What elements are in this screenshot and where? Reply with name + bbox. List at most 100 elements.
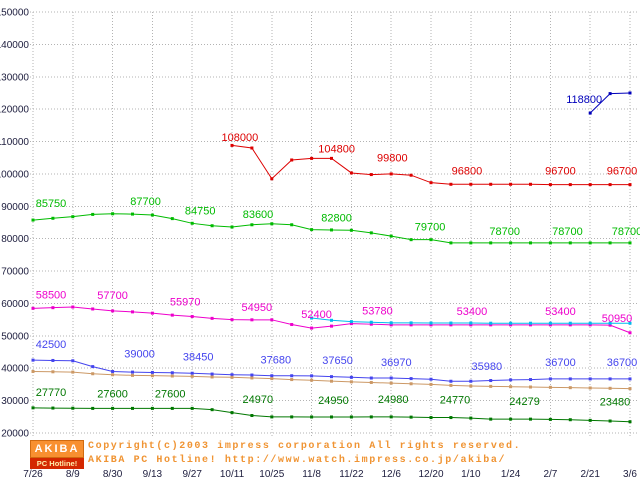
- data-point-label: 53780: [362, 306, 393, 318]
- series-blue-marker: [51, 358, 55, 362]
- series-magenta-marker: [489, 323, 493, 327]
- series-magenta-marker: [449, 323, 453, 327]
- x-tick-label: 10/25: [259, 469, 284, 480]
- series-magenta-marker: [409, 323, 413, 327]
- series-blue-marker: [548, 377, 552, 381]
- series-green-marker: [310, 228, 314, 232]
- series-cyan-marker: [489, 321, 493, 325]
- series-red-marker: [230, 143, 234, 147]
- data-point-label: 57700: [97, 290, 128, 302]
- series-tan-marker: [489, 384, 493, 388]
- series-magenta-marker: [588, 323, 592, 327]
- series-cyan-marker: [449, 321, 453, 325]
- series-tan-marker: [310, 378, 314, 382]
- data-point-label: 27600: [97, 388, 128, 400]
- series-green-marker: [449, 241, 453, 245]
- series-red-marker: [330, 156, 333, 160]
- series-red-marker: [270, 177, 274, 181]
- series-magenta-marker: [91, 307, 95, 311]
- series-magenta-marker: [568, 323, 572, 327]
- data-point-label: 78700: [489, 226, 520, 238]
- copyright-line-1: Copyright(c)2003 impress corporation All…: [88, 441, 522, 452]
- series-darkgreen-marker: [568, 418, 572, 422]
- series-darkgreen-marker: [190, 406, 194, 410]
- series-blue-marker: [111, 369, 115, 373]
- series-red: [230, 143, 632, 187]
- data-point-label: 35980: [472, 361, 503, 373]
- data-point-label: 78700: [612, 226, 640, 238]
- data-point-label: 96700: [545, 166, 576, 178]
- logo-akiba-text: AKIBA: [30, 440, 84, 458]
- y-axis-labels: 20000 30000 40000 50000 60000 70000 80000 90000…: [0, 8, 29, 440]
- data-point-label: 83600: [243, 209, 274, 221]
- series-magenta-marker: [429, 323, 433, 327]
- series-red-marker: [509, 182, 513, 186]
- series-magenta-marker: [71, 305, 75, 309]
- data-point-label: 79700: [415, 222, 446, 234]
- series-darkgreen-marker: [51, 406, 55, 410]
- series-cyan-marker: [310, 316, 314, 320]
- series-red-marker: [310, 156, 314, 160]
- series-cyan-marker: [568, 321, 572, 325]
- series-red-marker: [389, 172, 393, 176]
- series-cyan-marker: [369, 320, 373, 324]
- series-cyan-marker: [409, 321, 413, 325]
- data-point-label: 84750: [185, 205, 216, 217]
- y-tick-label: 100000: [0, 169, 29, 180]
- series-blue-marker: [230, 373, 234, 377]
- series-tan-marker: [190, 374, 194, 378]
- series-tan-marker: [330, 379, 333, 383]
- series-magenta-marker: [111, 309, 115, 313]
- y-tick-label: 50000: [1, 331, 29, 342]
- data-point-label: 36700: [545, 357, 576, 369]
- series-darkgreen-marker: [230, 411, 234, 415]
- series-red-marker: [369, 173, 373, 177]
- series-green-marker: [31, 218, 35, 222]
- series-blue-marker: [409, 377, 413, 381]
- data-point-label: 24770: [440, 395, 471, 407]
- series-red-marker: [349, 171, 353, 175]
- series-green-marker: [409, 238, 413, 242]
- series-blue-marker: [290, 374, 294, 378]
- series-blue-marker: [310, 374, 314, 378]
- data-point-label: 42500: [36, 339, 67, 351]
- series-red-marker: [529, 182, 532, 186]
- series-darkgreen-marker: [369, 415, 373, 419]
- series-tan-marker: [270, 377, 274, 381]
- series-green-marker: [270, 222, 274, 226]
- series-green-marker: [469, 241, 473, 245]
- series-tan-marker: [31, 369, 35, 373]
- y-tick-label: 90000: [1, 202, 29, 213]
- copyright-block: Copyright(c)2003 impress corporation All…: [88, 440, 521, 468]
- x-tick-label: 12/20: [418, 469, 443, 480]
- series-magenta-marker: [270, 318, 274, 322]
- series-cyan-marker: [628, 321, 632, 325]
- series-green-marker: [349, 228, 353, 232]
- series-tan-marker: [389, 381, 393, 385]
- x-tick-label: 11/8: [302, 469, 321, 480]
- data-point-label: 36970: [381, 357, 412, 369]
- series-tan-marker: [509, 385, 513, 389]
- series-cyan-marker: [429, 321, 433, 325]
- data-point-label: 87700: [130, 196, 161, 208]
- data-point-label: 53400: [457, 306, 488, 318]
- copyright-line-2: AKIBA PC Hotline! http://www.watch.impre…: [88, 455, 507, 466]
- series-lines: [31, 91, 632, 424]
- series-blue-marker: [608, 377, 612, 381]
- series-magenta-marker: [628, 331, 632, 335]
- data-point-label: 52400: [301, 309, 332, 321]
- x-tick-label: 1/24: [501, 469, 521, 480]
- y-tick-label: 150000: [0, 8, 29, 19]
- x-tick-label: 9/27: [182, 469, 202, 480]
- data-point-label: 54950: [242, 302, 273, 314]
- series-tan-marker: [51, 370, 55, 374]
- series-blue-marker: [349, 375, 353, 379]
- data-point-label: 58500: [36, 289, 67, 301]
- data-point-label: 39000: [124, 348, 155, 360]
- data-point-label: 99800: [377, 153, 408, 165]
- series-darkgreen-marker: [111, 406, 115, 410]
- series-magenta-marker: [509, 323, 513, 327]
- series-red-marker: [290, 158, 294, 162]
- series-magenta-marker: [210, 316, 214, 320]
